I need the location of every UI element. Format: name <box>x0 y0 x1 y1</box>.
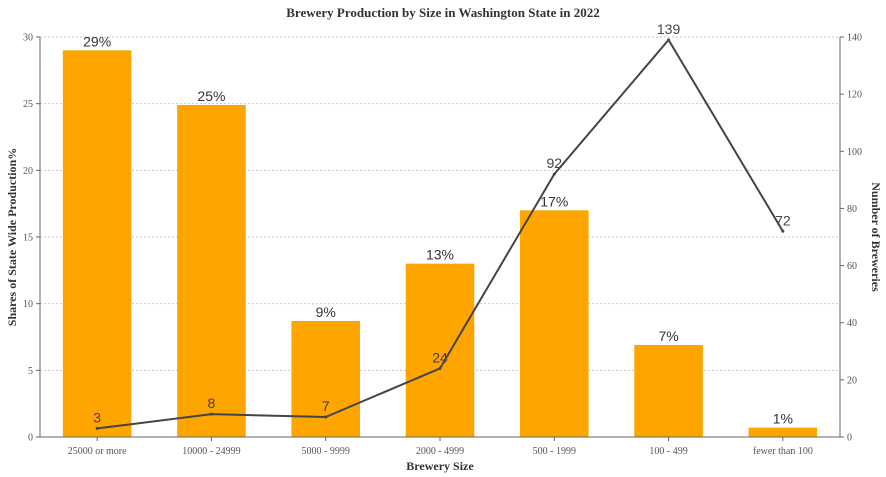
y-tick-label: 25 <box>23 99 33 110</box>
line-point <box>95 426 99 430</box>
y2-tick-label: 40 <box>847 318 857 329</box>
y2-tick-label: 0 <box>847 433 852 444</box>
x-tick-label: 25000 or more <box>68 446 127 457</box>
bar <box>634 345 703 437</box>
line-label: 7 <box>322 398 330 414</box>
x-tick-label: 5000 - 9999 <box>302 446 350 457</box>
line-label: 72 <box>775 212 791 228</box>
line-point <box>324 415 328 419</box>
bar-label: 13% <box>426 247 454 263</box>
line-label: 8 <box>208 395 216 411</box>
line-point <box>209 412 213 416</box>
y-tick-label: 15 <box>23 233 33 244</box>
bar-label: 25% <box>197 88 225 104</box>
y2-tick-label: 80 <box>847 204 857 215</box>
bar-series <box>62 50 818 437</box>
line-label: 24 <box>432 349 448 365</box>
data-labels: 29% 25% 9% 13% 17% 7% 1% 3 8 7 24 92 139 72 <box>83 21 793 427</box>
y-tick-label: 0 <box>28 433 33 444</box>
bar <box>520 210 589 437</box>
y-axis-title: Shares of State Wide Production% <box>5 148 19 326</box>
y-tick-label: 20 <box>23 166 33 177</box>
y-tick-label: 5 <box>28 366 33 377</box>
line-label: 92 <box>546 155 562 171</box>
chart-title: Brewery Production by Size in Washington… <box>286 5 599 20</box>
y-tick-label: 30 <box>23 33 33 44</box>
bar-label: 7% <box>658 328 678 344</box>
x-tick-label: 100 - 499 <box>649 446 687 457</box>
axes: 0 5 10 15 20 25 30 0 20 40 60 80 100 120 140 25000 or m… <box>23 33 862 458</box>
y2-tick-label: 20 <box>847 375 857 386</box>
y2-tick-label: 100 <box>847 147 862 158</box>
bar <box>748 427 818 437</box>
x-axis-title: Brewery Size <box>406 459 474 473</box>
x-tick-label: 2000 - 4999 <box>416 446 464 457</box>
bar-label: 9% <box>316 304 336 320</box>
bar <box>177 105 246 437</box>
line-point <box>667 38 671 42</box>
line-point <box>552 172 556 176</box>
x-tick-label: 10000 - 24999 <box>182 446 240 457</box>
line-label: 139 <box>657 21 681 37</box>
x-tick-label: 500 - 1999 <box>533 446 576 457</box>
line-point <box>438 366 442 370</box>
bar <box>405 263 475 437</box>
y2-tick-label: 120 <box>847 90 862 101</box>
bar-label: 29% <box>83 33 111 49</box>
y2-axis-title: Number of Breweries <box>869 182 883 292</box>
bar <box>291 321 360 437</box>
line-point <box>781 229 785 233</box>
y-tick-label: 10 <box>23 299 33 310</box>
bar <box>62 50 132 437</box>
bar-label: 17% <box>540 193 568 209</box>
x-tick-label: fewer than 100 <box>753 446 813 457</box>
bar-label: 1% <box>773 411 793 427</box>
line-series <box>95 38 785 430</box>
line-label: 3 <box>93 409 101 425</box>
y2-tick-label: 140 <box>847 33 862 44</box>
y2-tick-label: 60 <box>847 261 857 272</box>
